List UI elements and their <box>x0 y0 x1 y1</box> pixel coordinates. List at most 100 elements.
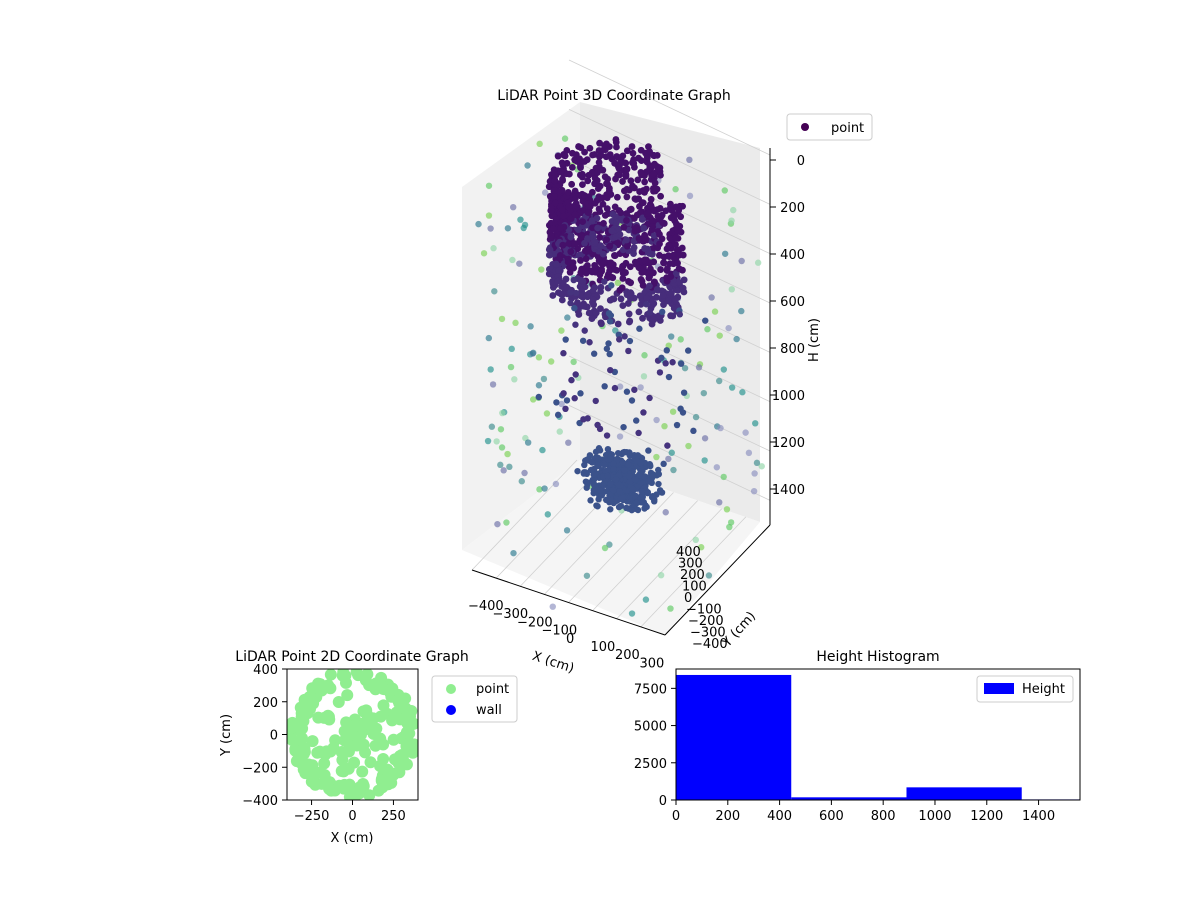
histogram-bar <box>906 787 1022 800</box>
point-3d <box>607 259 615 267</box>
point-3d <box>613 218 620 226</box>
histogram-frame <box>675 668 1081 801</box>
point-3d <box>535 382 543 389</box>
histogram-y-tick-label: 0 <box>659 794 667 809</box>
point-3d <box>535 354 543 361</box>
z-tick-label: 1000 <box>772 389 805 404</box>
point-3d <box>575 226 582 233</box>
histogram-legend-swatch <box>984 683 1014 694</box>
point-3d <box>711 308 719 315</box>
point-3d <box>628 143 636 150</box>
histogram-bar <box>791 797 907 800</box>
point-3d <box>539 446 546 454</box>
point-3d <box>672 241 679 248</box>
point-3d <box>623 242 631 250</box>
point-3d <box>567 289 574 296</box>
point-2d <box>356 765 369 778</box>
point-2d <box>407 738 418 751</box>
point-3d <box>590 471 597 478</box>
point-3d <box>621 448 628 456</box>
point-3d <box>612 233 620 241</box>
histogram: Height Histogram 0 200 400 600 800 1000 1200 14… <box>634 649 1081 824</box>
point-3d <box>558 327 565 334</box>
point-3d <box>616 433 624 440</box>
point-3d <box>650 152 658 160</box>
point-3d <box>487 366 494 373</box>
x-tick-label: −200 <box>517 615 553 630</box>
point-3d <box>730 206 737 214</box>
point-3d <box>646 309 654 316</box>
point-3d <box>490 245 497 252</box>
point-3d <box>619 275 627 282</box>
point-3d <box>590 301 598 309</box>
point-3d <box>619 263 626 270</box>
point-3d <box>547 207 555 215</box>
point-3d <box>637 300 645 308</box>
point-3d <box>684 347 692 354</box>
point-3d <box>571 304 578 312</box>
point-3d <box>641 256 649 264</box>
point-3d <box>677 405 684 412</box>
point-3d <box>716 499 723 506</box>
grid-line <box>568 59 771 156</box>
point-3d <box>595 158 603 166</box>
point-3d <box>742 429 749 436</box>
point-3d <box>650 316 658 324</box>
point-3d <box>685 442 692 450</box>
point-3d <box>574 467 581 475</box>
point-3d <box>728 384 736 391</box>
point-3d <box>647 195 655 203</box>
grid-line <box>568 108 771 205</box>
point-3d <box>552 480 560 488</box>
point-3d <box>646 250 654 257</box>
point-3d <box>752 420 759 427</box>
point-3d <box>672 186 679 193</box>
point-3d <box>690 427 697 435</box>
point-3d <box>568 163 576 171</box>
point-3d <box>644 489 651 497</box>
point-3d <box>626 449 633 456</box>
point-2d <box>341 689 354 702</box>
point-3d <box>657 571 665 579</box>
plot-2d-x-tick-label: 250 <box>381 809 406 824</box>
point-3d <box>626 478 634 485</box>
point-2d <box>324 745 337 758</box>
x-tick-label: 0 <box>566 632 574 647</box>
point-3d <box>665 455 672 463</box>
point-3d <box>553 399 560 406</box>
point-3d <box>676 279 683 287</box>
point-3d <box>641 231 649 239</box>
points-3d <box>475 135 765 617</box>
point-3d <box>647 202 655 210</box>
point-3d <box>697 544 705 551</box>
point-3d <box>517 216 524 223</box>
point-3d <box>596 487 604 494</box>
point-3d <box>579 197 587 205</box>
point-2d <box>297 763 310 776</box>
point-3d <box>672 234 680 242</box>
y-tick-label: 300 <box>678 557 703 572</box>
plot-2d-ylabel: Y (cm) <box>219 714 234 757</box>
point-3d <box>599 166 607 174</box>
legend-3d: point <box>786 113 873 141</box>
point-3d <box>623 165 631 173</box>
histogram-bars <box>676 674 1080 800</box>
point-3d <box>558 296 566 304</box>
point-3d <box>636 292 644 300</box>
point-3d <box>615 163 622 171</box>
point-3d <box>606 267 613 275</box>
histogram-x-tick-label: 1200 <box>970 809 1003 824</box>
point-3d <box>550 192 558 200</box>
point-3d <box>701 457 708 464</box>
point-3d <box>588 217 596 224</box>
point-3d <box>627 177 635 185</box>
point-3d <box>613 193 621 201</box>
point-3d <box>673 220 680 228</box>
point-3d <box>638 171 645 179</box>
point-3d <box>692 536 699 544</box>
point-3d <box>503 519 510 526</box>
point-2d <box>386 682 399 695</box>
point-3d <box>651 278 659 286</box>
point-3d <box>614 171 622 179</box>
point-3d <box>512 319 519 327</box>
